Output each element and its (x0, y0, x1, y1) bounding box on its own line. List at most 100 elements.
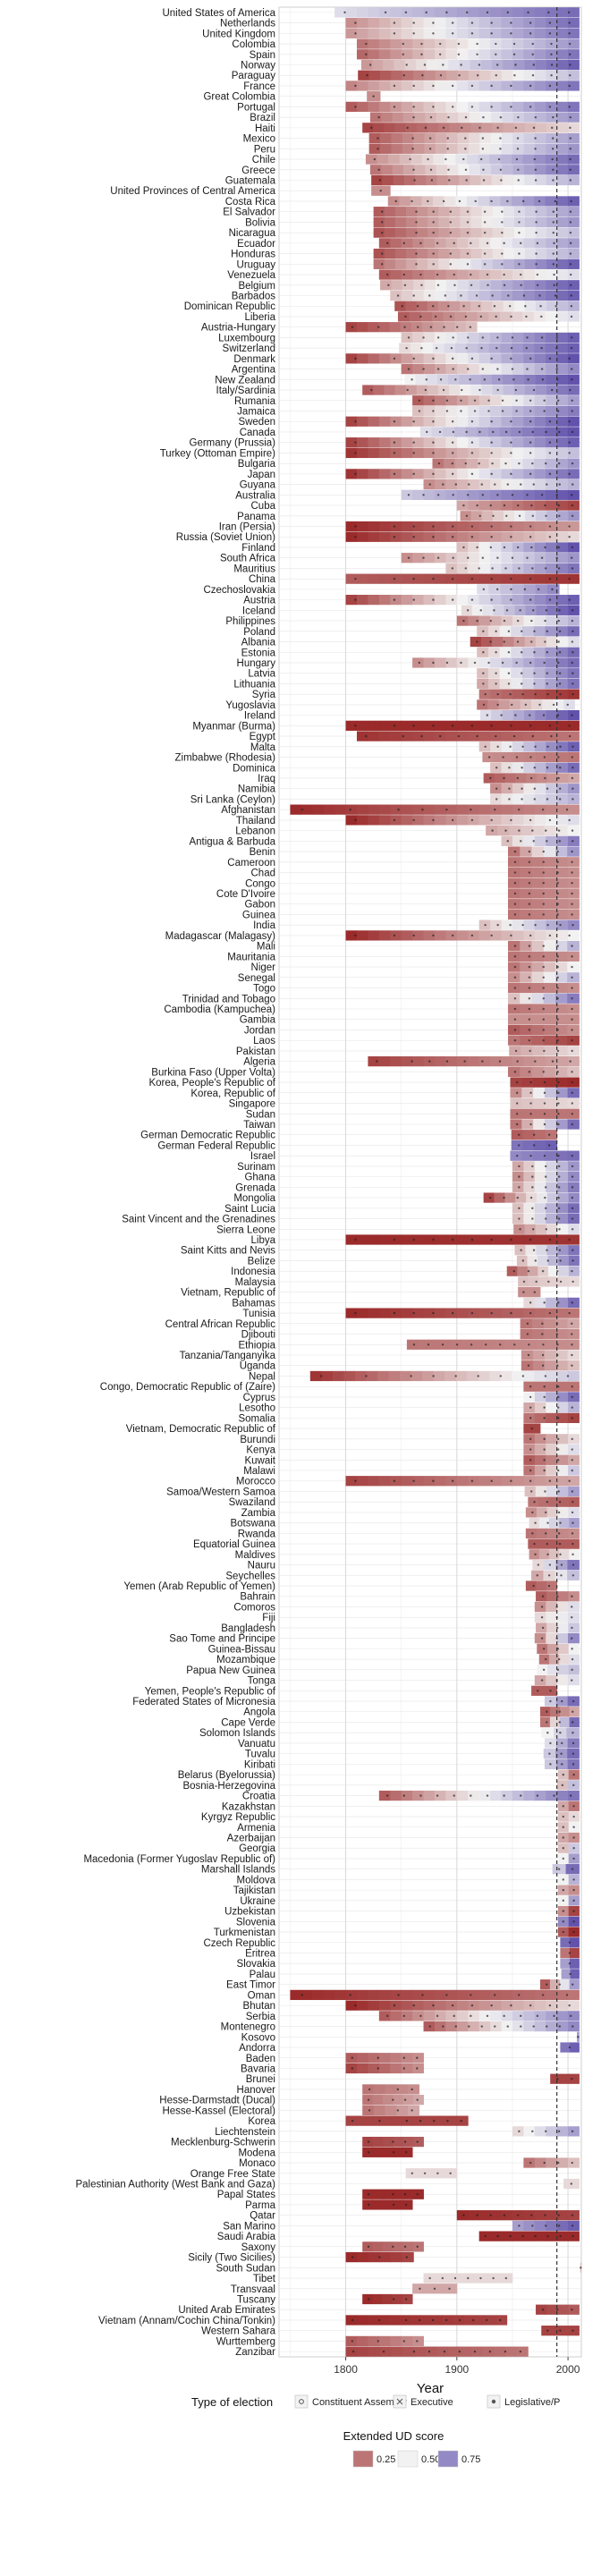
election-mark (515, 661, 518, 665)
score-bar-segment (524, 385, 537, 395)
score-bar-segment (435, 280, 447, 291)
score-bar-segment (458, 165, 470, 175)
score-bar-segment (412, 416, 424, 427)
election-mark (522, 1291, 525, 1293)
score-bar-segment (388, 2315, 401, 2326)
country-label: Hesse-Kassel (Electoral) (162, 2106, 275, 2116)
election-mark (541, 1269, 545, 1273)
score-bar-segment (534, 563, 546, 574)
election-mark (404, 315, 407, 318)
election-mark (432, 1238, 435, 1241)
score-bar-segment (567, 1014, 580, 1025)
score-bar-segment (531, 1024, 545, 1036)
score-bar-segment (556, 573, 569, 584)
score-bar-segment (470, 207, 483, 217)
score-bar-segment (434, 2011, 446, 2021)
score-bar-segment (568, 657, 580, 668)
election-mark (543, 1437, 546, 1441)
country-label: Greece (241, 165, 275, 176)
score-bar-segment (567, 427, 580, 437)
score-bar-segment (546, 405, 558, 417)
election-mark (518, 210, 521, 213)
score-bar-segment (568, 636, 580, 648)
score-bar-segment (556, 437, 569, 448)
score-bar-segment (534, 784, 546, 794)
score-bar-segment (367, 2315, 378, 2326)
score-bar-segment (534, 269, 546, 280)
election-mark (481, 494, 485, 496)
score-bar-segment (468, 1056, 480, 1067)
election-mark (507, 294, 510, 297)
score-bar-segment (516, 2346, 529, 2357)
score-bar-segment (423, 447, 436, 459)
score-bar-segment (402, 2199, 413, 2210)
election-mark (416, 2193, 419, 2196)
country-label: Gabon (244, 900, 275, 911)
election-mark (486, 2014, 489, 2018)
election-mark (422, 368, 425, 370)
score-bar-segment (543, 982, 556, 994)
score-bar-segment (381, 112, 393, 123)
score-bar-segment (445, 1989, 458, 2001)
score-bar-segment (423, 38, 436, 49)
election-mark (572, 1847, 575, 1850)
score-bar-segment (389, 322, 402, 333)
score-bar-segment (513, 374, 525, 385)
election-mark (463, 1060, 466, 1063)
score-bar-segment (423, 573, 436, 584)
election-mark (571, 976, 573, 979)
election-mark (503, 242, 505, 245)
election-mark (568, 2004, 571, 2007)
score-bar-segment (546, 2220, 558, 2232)
score-bar-segment (569, 1496, 580, 1507)
country-label: Rumania (234, 396, 276, 407)
election-mark (510, 536, 512, 538)
country-label: Solomon Islands (199, 1728, 275, 1739)
score-bar-segment (523, 584, 537, 595)
score-bar-segment (533, 647, 546, 657)
score-bar-segment (556, 563, 569, 574)
score-bar-segment (546, 395, 558, 406)
score-bar-segment (534, 1989, 546, 2001)
score-bar-segment (535, 636, 547, 648)
score-bar-segment (525, 605, 538, 615)
score-bar-segment (345, 1234, 358, 1245)
score-bar-segment (556, 458, 569, 469)
election-mark (520, 1249, 522, 1251)
election-mark (557, 2130, 561, 2133)
election-mark (482, 168, 485, 171)
election-mark (559, 1732, 562, 1734)
score-bar-segment (522, 196, 535, 207)
election-mark (515, 1123, 519, 1126)
score-bar-segment (501, 2231, 513, 2241)
score-bar-segment (546, 1172, 558, 1182)
election-mark (487, 756, 491, 758)
score-bar-segment (534, 1297, 546, 1308)
score-bar-segment (556, 668, 569, 679)
country-label: Oman (248, 1990, 275, 2001)
election-mark (532, 388, 536, 392)
score-bar-segment (494, 2346, 506, 2357)
score-bar-segment (568, 123, 580, 133)
score-bar-segment (523, 573, 536, 584)
election-mark (427, 1343, 430, 1346)
election-mark (452, 430, 455, 434)
election-mark (554, 199, 556, 203)
score-bar-segment (445, 405, 458, 417)
score-bar-segment (546, 657, 558, 668)
election-mark (571, 1049, 573, 1053)
election-mark (415, 221, 418, 224)
score-bar-segment (490, 1989, 502, 2001)
score-bar-segment (434, 479, 446, 490)
score-bar-segment (368, 132, 381, 144)
score-bar-segment (414, 165, 426, 175)
election-mark (509, 745, 512, 749)
score-bar-segment (478, 2021, 491, 2032)
country-label: Moldova (237, 1875, 276, 1885)
election-mark (571, 1322, 573, 1326)
election-mark (546, 1259, 549, 1262)
score-bar-segment (556, 343, 569, 353)
score-bar-segment (556, 793, 569, 805)
election-mark (376, 1060, 378, 1063)
score-bar-segment (368, 594, 380, 606)
